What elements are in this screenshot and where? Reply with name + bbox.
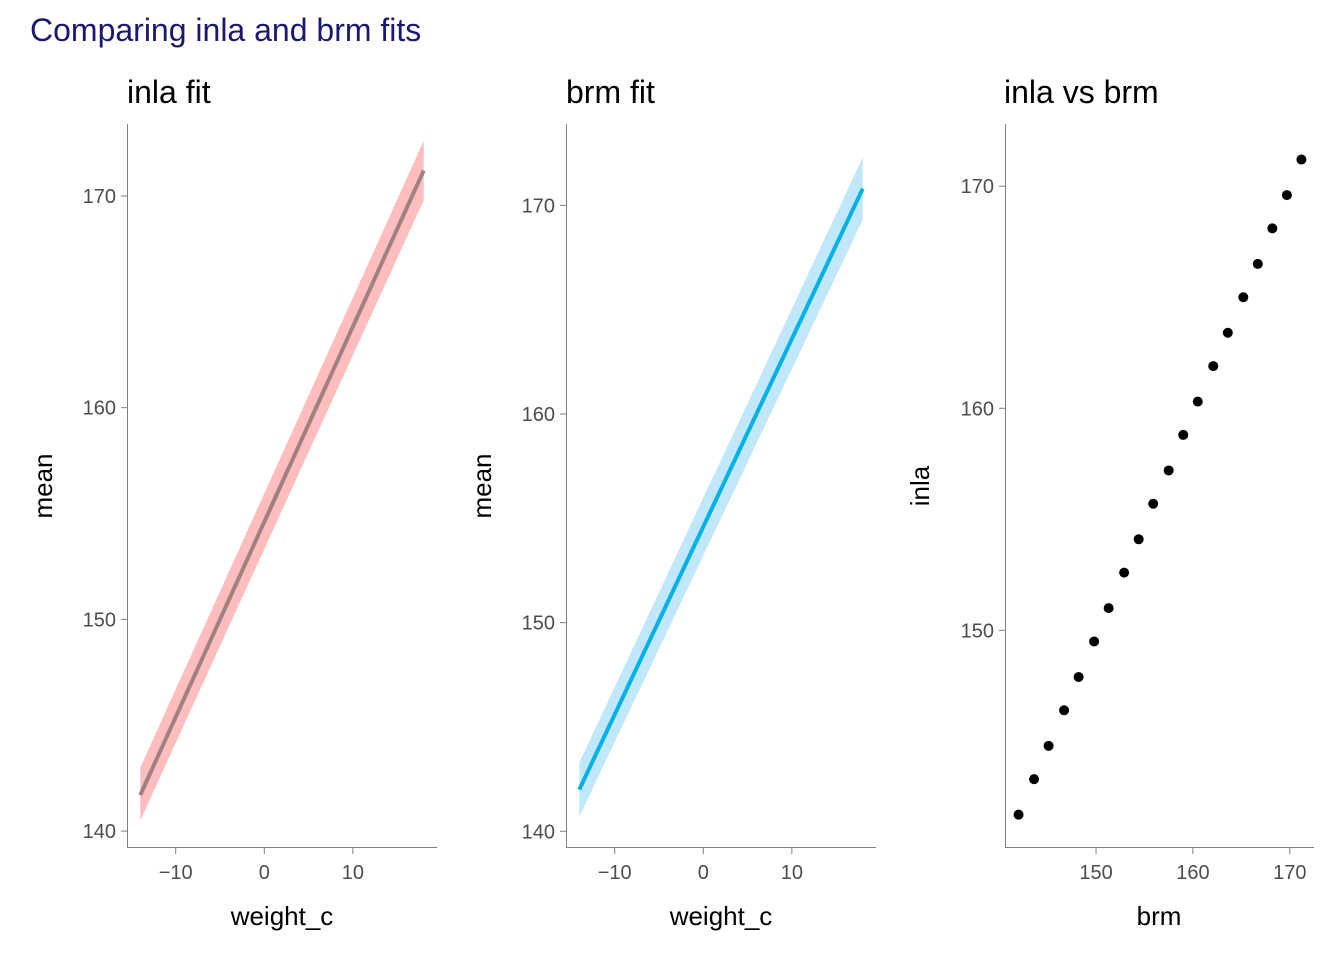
y-ticks: 140 150 160 170 bbox=[522, 195, 566, 843]
scatter-point bbox=[1119, 567, 1130, 578]
scatter-point bbox=[1043, 740, 1054, 751]
panel-brm-fit: brm fit −10 0 10 140 150 160 170 weight_c mea… bbox=[467, 74, 876, 931]
scatter-point bbox=[1222, 327, 1233, 338]
y-tick-label: 170 bbox=[961, 176, 994, 198]
y-tick-label: 170 bbox=[522, 195, 555, 217]
panel-title: inla vs brm bbox=[1004, 74, 1159, 110]
scatter-point bbox=[1208, 361, 1219, 372]
y-tick-label: 150 bbox=[522, 613, 555, 635]
y-tick-label: 150 bbox=[961, 620, 994, 642]
scatter-point bbox=[1192, 396, 1203, 407]
y-tick-label: 160 bbox=[522, 404, 555, 426]
mean-line bbox=[577, 187, 865, 791]
panel-inla-vs-brm: inla vs brm 150 160 170 150 160 170 brm inla bbox=[905, 74, 1314, 931]
scatter-point bbox=[1133, 534, 1144, 545]
scatter-point bbox=[1163, 465, 1174, 476]
y-axis-label: inla bbox=[905, 465, 935, 506]
plot-marks bbox=[138, 140, 426, 821]
scatter-point bbox=[1238, 292, 1249, 303]
scatter-point bbox=[1103, 603, 1114, 614]
panel-inla-fit: inla fit −10 0 10 140 150 160 170 weight_c me… bbox=[28, 74, 437, 931]
x-tick-label: 160 bbox=[1176, 862, 1209, 884]
scatter-point bbox=[1252, 258, 1263, 269]
x-axis-label: weight_c bbox=[230, 901, 334, 931]
plot-marks bbox=[1013, 154, 1307, 820]
mean-line bbox=[138, 169, 426, 796]
x-tick-label: 170 bbox=[1273, 862, 1306, 884]
y-tick-label: 150 bbox=[83, 609, 116, 631]
x-tick-label: −10 bbox=[598, 862, 632, 884]
figure-title: Comparing inla and brm fits bbox=[30, 12, 421, 48]
y-axis-label: mean bbox=[467, 453, 497, 518]
x-ticks: −10 0 10 bbox=[159, 848, 364, 884]
y-tick-label: 160 bbox=[961, 398, 994, 420]
scatter-point bbox=[1148, 498, 1159, 509]
scatter-point bbox=[1178, 429, 1189, 440]
y-tick-label: 170 bbox=[83, 186, 116, 208]
scatter-point bbox=[1296, 154, 1307, 165]
panel-title: brm fit bbox=[566, 74, 655, 110]
y-tick-label: 140 bbox=[522, 821, 555, 843]
plot-marks bbox=[577, 157, 865, 817]
scatter-point bbox=[1029, 774, 1040, 785]
x-tick-label: 150 bbox=[1079, 862, 1112, 884]
x-ticks: 150 160 170 bbox=[1079, 848, 1306, 884]
x-ticks: −10 0 10 bbox=[598, 848, 803, 884]
x-tick-label: −10 bbox=[159, 862, 193, 884]
x-tick-label: 10 bbox=[781, 862, 803, 884]
scatter-point bbox=[1267, 223, 1278, 234]
x-tick-label: 0 bbox=[259, 862, 270, 884]
panel-title: inla fit bbox=[127, 74, 211, 110]
scatter-point bbox=[1089, 636, 1100, 647]
x-tick-label: 10 bbox=[342, 862, 364, 884]
y-ticks: 150 160 170 bbox=[961, 176, 1005, 642]
y-tick-label: 160 bbox=[83, 398, 116, 420]
scatter-point bbox=[1281, 190, 1292, 201]
scatter-point bbox=[1073, 671, 1084, 682]
scatter-point bbox=[1013, 809, 1024, 820]
y-tick-label: 140 bbox=[83, 821, 116, 843]
y-ticks: 140 150 160 170 bbox=[83, 186, 127, 843]
y-axis-label: mean bbox=[28, 453, 58, 518]
x-tick-label: 0 bbox=[698, 862, 709, 884]
x-axis-label: brm bbox=[1137, 901, 1182, 931]
scatter-point bbox=[1059, 705, 1070, 716]
x-axis-label: weight_c bbox=[669, 901, 773, 931]
